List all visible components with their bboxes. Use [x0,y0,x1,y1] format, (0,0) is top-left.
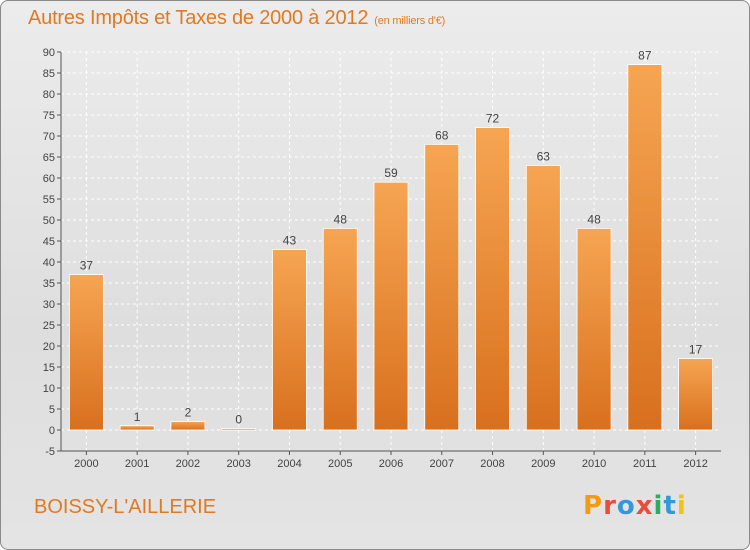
bar [272,248,307,431]
x-tick-label: 2012 [683,458,707,470]
y-tick-label: 15 [43,362,55,374]
x-tick-label: 2006 [379,458,403,470]
x-tick-label: 2000 [74,458,98,470]
bar [424,143,460,431]
logo-letter: i [653,491,664,521]
y-tick-label: 50 [43,215,55,227]
bar [576,227,612,431]
logo-letter: o [616,491,636,521]
x-tick-label: 2008 [480,458,504,470]
x-tick-label: 2003 [226,458,250,470]
logo-letter: P [583,491,604,521]
data-labels: 37 1 2 0 43 48 59 68 72 63 48 87 17 [80,49,703,427]
bar [119,425,155,431]
bar [170,421,206,431]
bar [322,227,358,431]
bar-value-label: 17 [689,343,703,357]
y-tick-label: 55 [43,194,55,206]
bar-value-label: 48 [587,212,601,226]
y-tick-label: 60 [43,173,55,185]
x-tick-label: 2011 [633,458,657,470]
bars [68,64,714,431]
commune-name: BOISSY-L'AILLERIE [34,496,217,518]
bar [475,127,510,431]
x-tick-label: 2004 [277,458,301,470]
y-tick-label: 5 [49,404,55,416]
y-tick-label: 10 [43,383,55,395]
bar [373,181,409,431]
bar-value-label: 43 [283,233,297,247]
y-tick-label: 90 [43,47,55,59]
x-tick-label: 2005 [328,458,352,470]
y-tick-label: -5 [45,446,55,458]
chart-unit: (en milliers d'€) [374,15,446,27]
bar-value-label: 68 [435,128,449,142]
x-tick-label: 2009 [531,458,555,470]
y-tick-label: 85 [43,68,55,80]
x-tick-label: 2001 [125,458,149,470]
bar-value-label: 2 [185,406,192,420]
bar-value-label: 0 [235,413,242,427]
logo-letter: r [603,491,617,521]
y-tick-label: 75 [43,110,55,122]
bar-value-label: 59 [384,166,398,180]
y-tick-label: 40 [43,257,55,269]
logo-letter: i [676,491,687,521]
y-tick-label: 30 [43,299,55,311]
y-tick-label: 0 [49,425,55,437]
y-tick-label: 45 [43,236,55,248]
bar [678,358,714,431]
bar [68,274,104,431]
y-tick-label: 25 [43,320,55,332]
bar-value-label: 63 [537,149,551,163]
y-tick-label: 65 [43,152,55,164]
bar-value-label: 87 [638,49,652,63]
logo-letter: t [663,491,677,521]
bar-value-label: 37 [80,259,94,273]
chart-title: Autres Impôts et Taxes de 2000 à 2012 (en… [28,7,445,30]
bar [525,164,561,431]
x-tick-label: 2007 [430,458,454,470]
bar-value-label: 1 [134,410,141,424]
axes: -505101520253035404550556065707580859020… [43,47,721,470]
chart-title-text: Autres Impôts et Taxes de 2000 à 2012 [28,7,369,29]
logo-letter: x [635,491,654,521]
y-tick-label: 70 [43,131,55,143]
x-tick-label: 2002 [176,458,200,470]
bar-value-label: 72 [486,112,500,126]
bar [221,428,257,431]
proxiti-logo[interactable]: Proxiti [583,491,687,521]
bar-value-label: 48 [334,212,348,226]
bar [627,64,663,431]
y-tick-label: 35 [43,278,55,290]
y-tick-label: 80 [43,89,55,101]
y-tick-label: 20 [43,341,55,353]
x-tick-label: 2010 [582,458,606,470]
